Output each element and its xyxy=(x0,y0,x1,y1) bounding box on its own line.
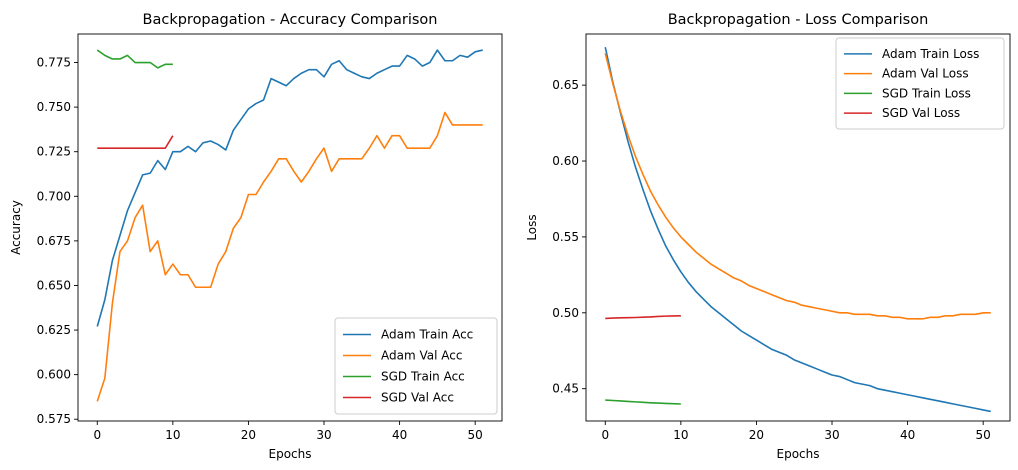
acc-legend: Adam Train Acc Adam Val Acc SGD Train Acc S… xyxy=(334,317,498,415)
acc-y-tick-label: 0.700 xyxy=(37,189,71,203)
acc-y-tick-label: 0.750 xyxy=(37,100,71,114)
acc-axes-frame xyxy=(77,33,503,422)
loss-x-tick-label: 30 xyxy=(824,428,839,442)
loss-series-line-adam-val-loss xyxy=(604,53,991,320)
acc-legend-label: SGD Val Acc xyxy=(381,391,454,405)
acc-x-tick-label: 40 xyxy=(392,428,407,442)
loss-y-tick-label: 0.60 xyxy=(552,154,579,168)
loss-axes-frame xyxy=(585,33,1011,422)
loss-series-line-sgd-train-loss xyxy=(605,399,681,405)
loss-legend-label: SGD Train Loss xyxy=(882,86,971,100)
acc-y-tick-label: 0.675 xyxy=(37,234,71,248)
loss-x-axis-label: Epochs xyxy=(777,447,820,461)
loss-y-axis-label: Loss xyxy=(525,214,539,240)
acc-x-tick-label: 0 xyxy=(93,428,101,442)
acc-x-axis-label: Epochs xyxy=(269,447,312,461)
acc-y-axis-label: Accuracy xyxy=(9,200,23,255)
acc-y-tick-label: 0.575 xyxy=(37,412,71,426)
acc-series-line-adam-train-acc xyxy=(96,49,483,327)
loss-legend-box xyxy=(835,37,1005,130)
acc-y-tick-label: 0.725 xyxy=(37,145,71,159)
loss-legend-label: Adam Val Loss xyxy=(882,67,969,81)
acc-series-line-sgd-val-acc xyxy=(97,135,174,149)
loss-legend-label: Adam Train Loss xyxy=(882,47,979,61)
loss-y-tick-label: 0.65 xyxy=(552,78,579,92)
acc-chart-title: Backpropagation - Accuracy Comparison xyxy=(143,12,438,28)
acc-y-tick-label: 0.600 xyxy=(37,368,71,382)
acc-x-tick-label: 20 xyxy=(241,428,256,442)
loss-legend-label: SGD Val Loss xyxy=(882,106,960,120)
loss-chart-title: Backpropagation - Loss Comparison xyxy=(668,12,929,28)
acc-x-tick-label: 30 xyxy=(316,428,331,442)
acc-legend-label: SGD Train Acc xyxy=(381,370,465,384)
acc-x-tick-label: 50 xyxy=(468,428,483,442)
acc-x-tick-label: 10 xyxy=(165,428,180,442)
acc-series-line-sgd-train-acc xyxy=(96,49,173,69)
acc-series-line-adam-val-acc xyxy=(96,111,483,402)
acc-legend-label: Adam Val Acc xyxy=(381,349,462,363)
acc-y-tick-label: 0.650 xyxy=(37,278,71,292)
acc-chart: Backpropagation - Accuracy Comparison 0 10… xyxy=(9,12,503,461)
loss-series-line-adam-train-loss xyxy=(604,47,991,413)
loss-series-line-sgd-val-loss xyxy=(605,315,681,320)
loss-x-tick-label: 20 xyxy=(749,428,764,442)
loss-y-tick-label: 0.50 xyxy=(552,306,579,320)
loss-x-tick-label: 40 xyxy=(900,428,915,442)
loss-x-tick-label: 10 xyxy=(673,428,688,442)
loss-y-tick-label: 0.55 xyxy=(552,230,579,244)
loss-chart: Backpropagation - Loss Comparison 0 10 20 30… xyxy=(525,12,1011,461)
loss-x-tick-label: 50 xyxy=(976,428,991,442)
acc-legend-box xyxy=(334,317,498,415)
acc-legend-label: Adam Train Acc xyxy=(381,328,473,342)
loss-x-tick-label: 0 xyxy=(601,428,609,442)
loss-y-tick-label: 0.45 xyxy=(552,382,579,396)
loss-legend: Adam Train Loss Adam Val Loss SGD Train Lo… xyxy=(835,37,1005,130)
acc-y-tick-label: 0.625 xyxy=(37,323,71,337)
acc-y-tick-label: 0.775 xyxy=(37,56,71,70)
